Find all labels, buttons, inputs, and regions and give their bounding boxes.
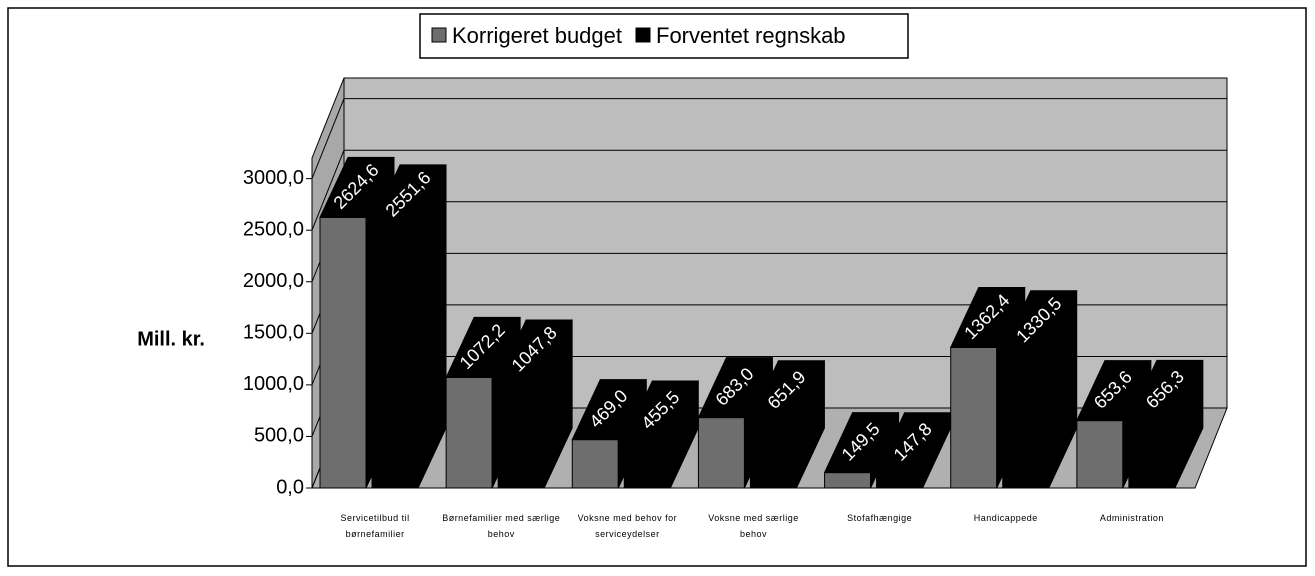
legend-label: Korrigeret budget <box>452 23 622 48</box>
x-tick-label-box: Voksne med særlige behov <box>708 513 799 539</box>
x-tick-label-box: Børnefamilier med særlige behov <box>442 513 561 539</box>
bar-front <box>571 439 619 489</box>
bar-front <box>497 379 545 489</box>
x-tick-label-box: Voksne med behov for serviceydelser <box>577 513 678 539</box>
bar-front <box>1002 350 1050 489</box>
bar-front <box>876 472 924 489</box>
y-tick-label: 500,0 <box>254 425 304 447</box>
bar-front <box>319 216 367 489</box>
x-tick-label: Handicappede <box>973 513 1038 523</box>
bar-front <box>697 417 745 489</box>
x-tick-label: Voksne med behov for serviceydelser <box>577 513 678 539</box>
bar-front <box>445 376 493 489</box>
x-tick-label: Servicetilbud til børnefamilier <box>340 513 410 539</box>
y-tick-label: 2500,0 <box>243 218 304 240</box>
x-tick-label-box: Handicappede <box>973 513 1038 523</box>
bar-front <box>1076 420 1124 489</box>
y-tick-label: 1500,0 <box>243 322 304 344</box>
bar-side <box>543 319 573 489</box>
y-tick-label: 3000,0 <box>243 167 304 189</box>
x-tick-label: Børnefamilier med særlige behov <box>442 513 561 539</box>
grid-line <box>311 149 1227 231</box>
bar-front <box>824 472 872 489</box>
bar-front <box>950 347 998 489</box>
y-tick-label: 0,0 <box>276 476 304 498</box>
legend-label: Forventet regnskab <box>656 23 846 48</box>
bar-front <box>749 420 797 489</box>
x-tick-label-box: Administration <box>1099 513 1164 523</box>
legend: Korrigeret budget Forventet regnskab <box>419 13 909 59</box>
y-tick-label: 1000,0 <box>243 373 304 395</box>
legend-swatch <box>635 27 651 43</box>
x-tick-label-box: Stofafhængige <box>847 513 913 523</box>
bar-front <box>371 224 419 489</box>
bar-side <box>795 360 825 489</box>
bar-side <box>1174 360 1204 489</box>
y-axis-label: Mill. kr. <box>137 328 205 350</box>
x-tick-label: Administration <box>1099 513 1164 523</box>
x-tick-label: Voksne med særlige behov <box>708 513 799 539</box>
legend-box <box>419 13 909 59</box>
legend-swatch <box>431 27 447 43</box>
x-tick-label-box: Servicetilbud til børnefamilier <box>340 513 410 539</box>
x-tick-label: Stofafhængige <box>847 513 913 523</box>
y-tick-label: 2000,0 <box>243 270 304 292</box>
grid-line <box>311 98 1227 179</box>
bar-front <box>623 440 671 489</box>
bar-front <box>1128 419 1176 489</box>
